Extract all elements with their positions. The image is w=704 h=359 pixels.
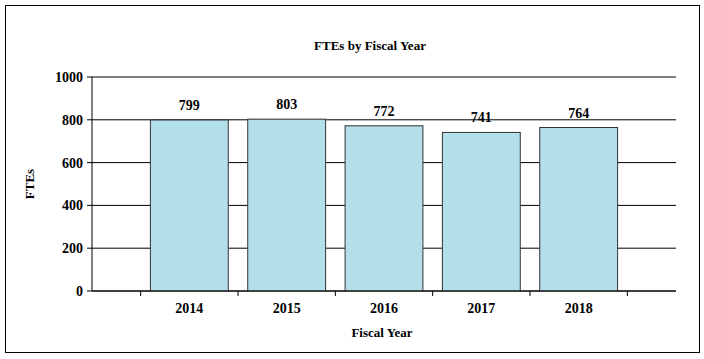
- x-axis-label: Fiscal Year: [351, 325, 412, 340]
- y-tick-label: 600: [62, 156, 83, 171]
- y-tick-label: 200: [62, 241, 83, 256]
- x-tick-label: 2014: [175, 301, 203, 316]
- x-tick-label: 2017: [467, 301, 495, 316]
- data-label: 741: [471, 110, 492, 125]
- chart: FTEs by Fiscal Year 0 200 400 600 800 1000 799 8…: [0, 0, 704, 359]
- bars: [150, 119, 617, 291]
- y-tick: [87, 77, 92, 78]
- y-tick: [87, 119, 92, 120]
- data-label: 772: [374, 104, 395, 119]
- x-tick: [335, 291, 336, 296]
- bar: [442, 132, 520, 291]
- x-tick: [140, 291, 141, 296]
- x-tick: [627, 291, 628, 296]
- bar: [150, 120, 228, 291]
- data-label: 799: [179, 98, 200, 113]
- grid-line: [92, 291, 676, 292]
- y-tick: [87, 291, 92, 292]
- y-tick-label: 0: [76, 284, 83, 299]
- bar: [345, 126, 423, 291]
- y-tick: [87, 205, 92, 206]
- x-tick: [530, 291, 531, 296]
- x-tick-label: 2018: [565, 301, 593, 316]
- x-tick-label: 2015: [273, 301, 301, 316]
- grid-line: [92, 77, 676, 78]
- y-tick: [87, 162, 92, 163]
- x-tick: [238, 291, 239, 296]
- x-tick: [432, 291, 433, 296]
- title: FTEs by Fiscal Year: [314, 38, 426, 53]
- bar: [248, 119, 326, 291]
- x-tick-label: 2016: [370, 301, 398, 316]
- data-label: 803: [276, 97, 297, 112]
- data-label: 764: [568, 106, 589, 121]
- y-tick: [87, 248, 92, 249]
- y-tick-label: 1000: [55, 70, 83, 85]
- frame: [6, 6, 700, 353]
- y-axis: [92, 77, 93, 291]
- y-tick-label: 800: [62, 113, 83, 128]
- x-axis: [92, 291, 676, 292]
- y-axis-label: FTEs: [22, 169, 37, 199]
- bar: [540, 128, 618, 291]
- y-tick-label: 400: [62, 198, 83, 213]
